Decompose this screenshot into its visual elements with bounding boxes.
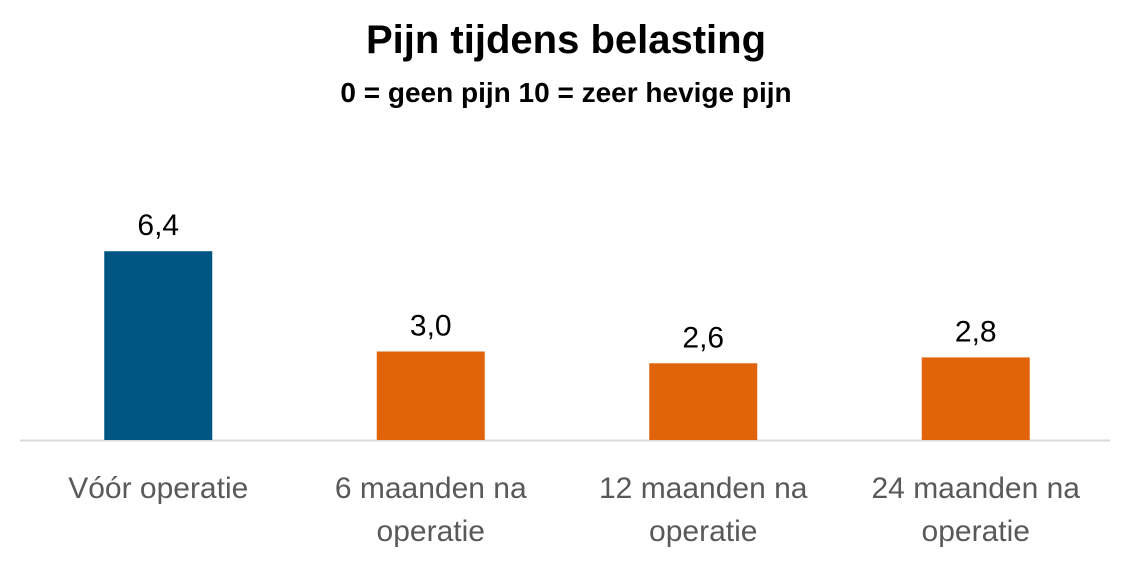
x-tick-label: 6 maanden na <box>335 472 527 505</box>
chart-subtitle: 0 = geen pijn 10 = zeer hevige pijn <box>340 77 792 108</box>
data-label: 6,4 <box>137 209 179 242</box>
data-label: 2,6 <box>682 321 724 354</box>
chart-title: Pijn tijdens belasting <box>365 18 767 62</box>
bar <box>104 251 213 440</box>
x-tick-label: 12 maanden na <box>599 472 808 505</box>
data-label: 3,0 <box>410 310 452 343</box>
bar <box>921 357 1030 440</box>
x-tick-label: operatie <box>922 515 1030 548</box>
x-tick-label: operatie <box>377 515 485 548</box>
x-tick-label: Vóór operatie <box>68 472 248 505</box>
bar <box>376 351 485 440</box>
x-tick-label: 24 maanden na <box>871 472 1080 505</box>
bar <box>649 363 758 440</box>
data-label: 2,8 <box>955 315 997 348</box>
x-tick-label: operatie <box>649 515 757 548</box>
